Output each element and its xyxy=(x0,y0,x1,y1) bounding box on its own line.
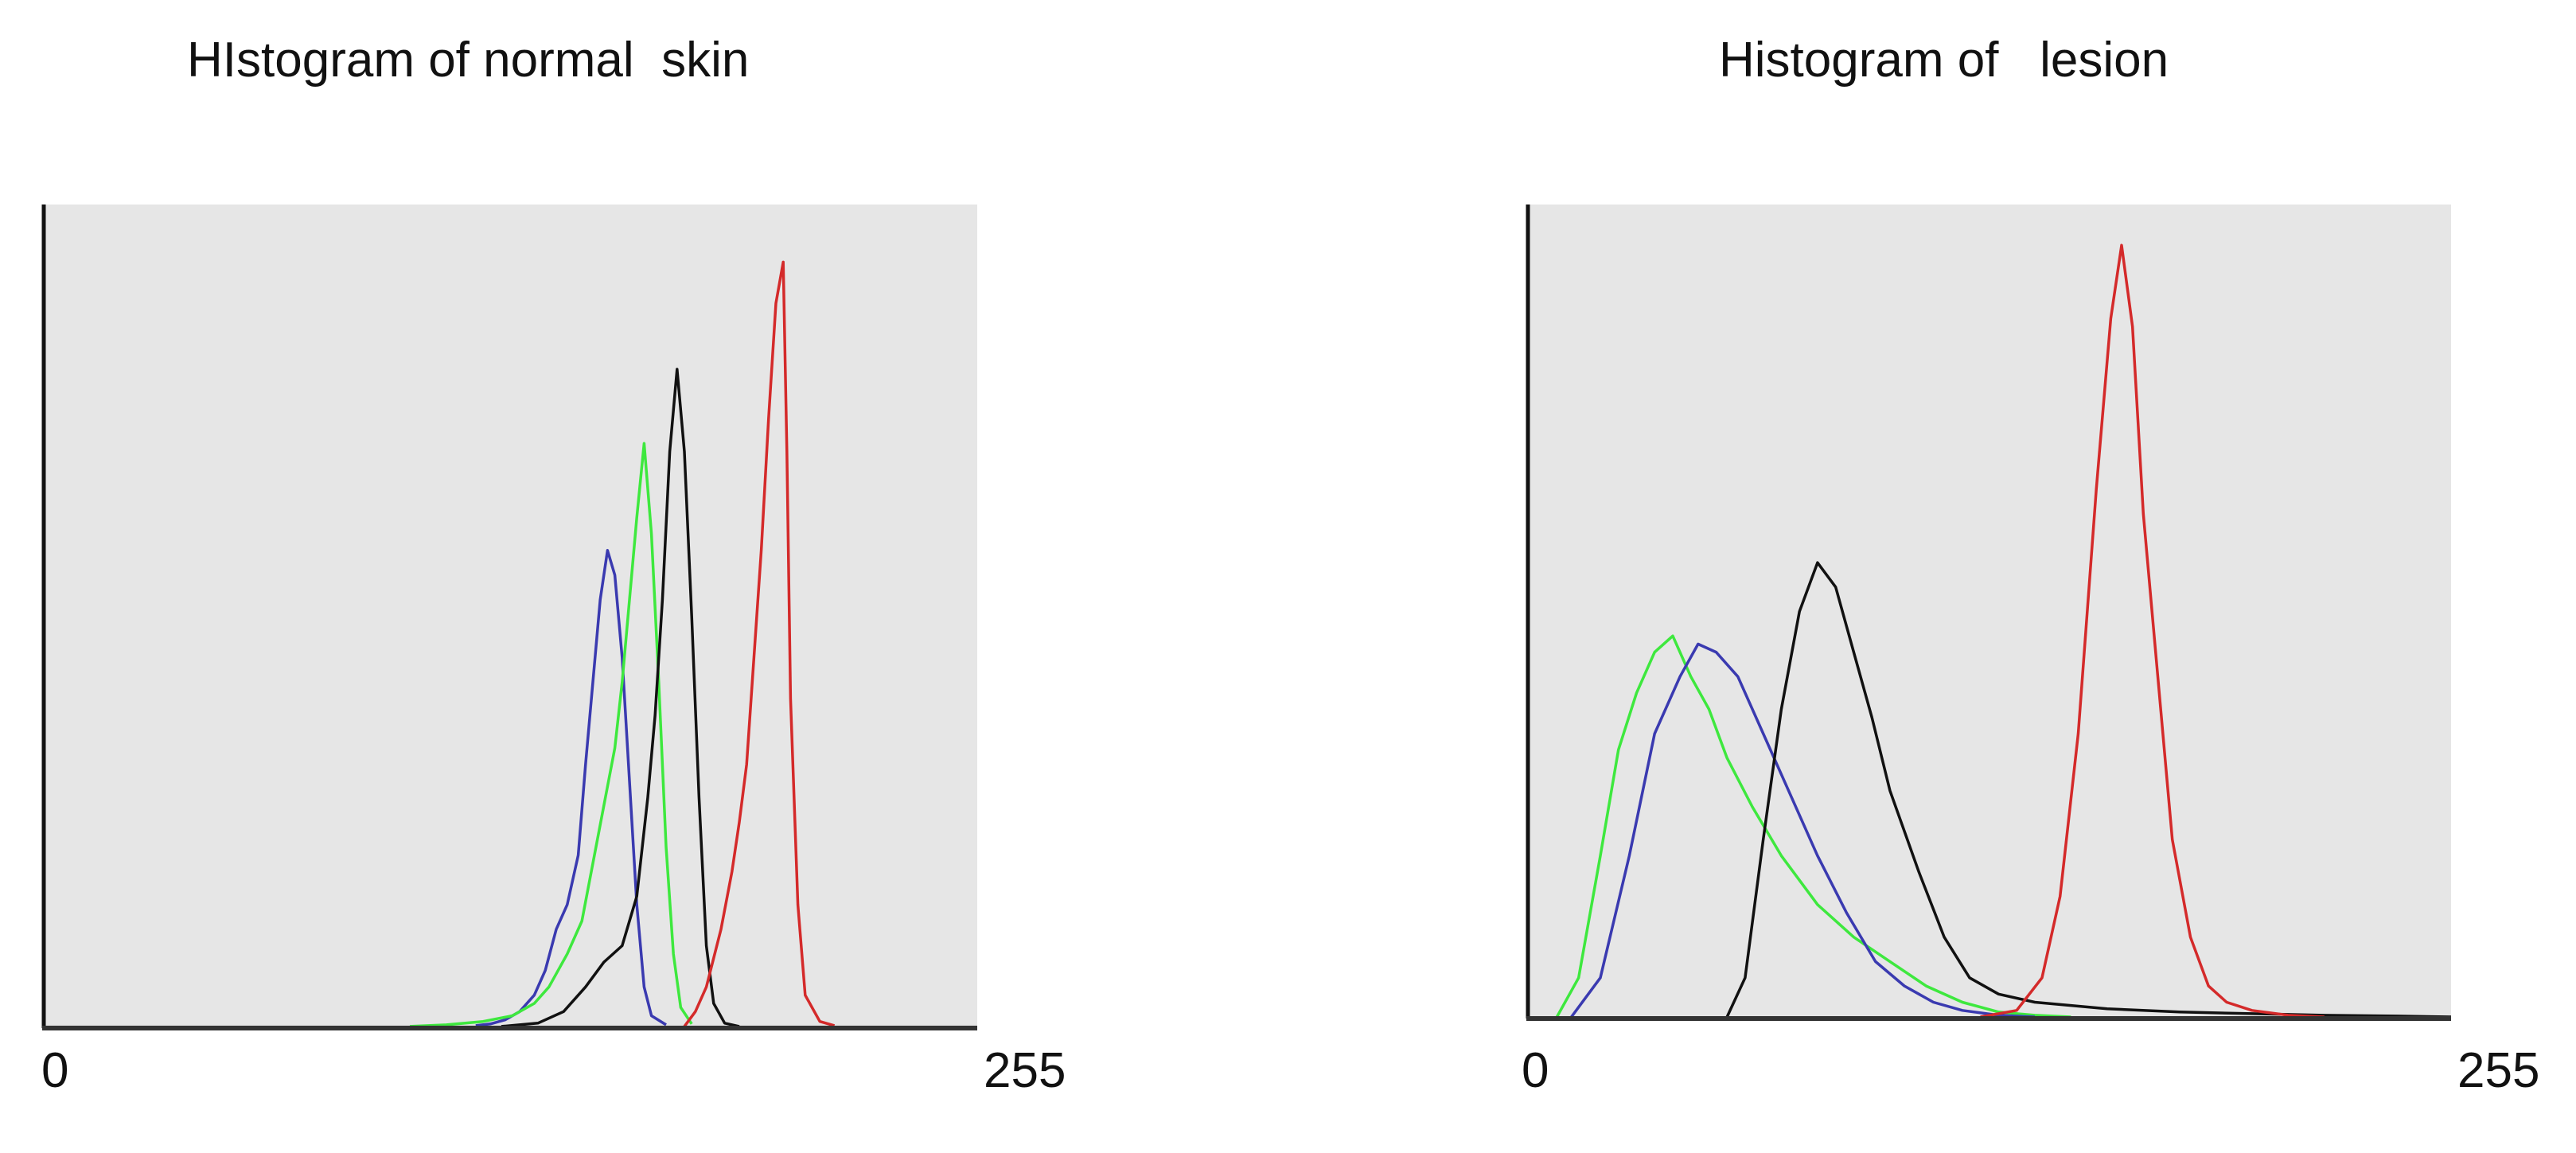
series-line-gray-channel xyxy=(1725,561,2452,1019)
x-tick-label-min: 0 xyxy=(1522,1043,1549,1098)
series-line-red-channel xyxy=(1980,243,2325,1019)
panel-title: Histogram of lesion xyxy=(1719,33,2169,88)
panel-normal-skin: HIstogram of normal skin 0 255 xyxy=(0,0,1114,1153)
x-tick-label-max: 255 xyxy=(2457,1043,2540,1098)
series-line-green-channel xyxy=(1570,642,2035,1019)
plot-background xyxy=(44,205,977,1028)
series-line-green-channel xyxy=(409,442,693,1028)
plot-background xyxy=(1528,205,2451,1019)
x-tick-label-min: 0 xyxy=(41,1043,69,1098)
x-tick-label-max: 255 xyxy=(984,1043,1066,1098)
histogram-plot-normal-skin xyxy=(41,205,977,1030)
series-line-blue-channel xyxy=(1555,634,2071,1019)
series-line-gray-channel xyxy=(501,368,740,1028)
panel-title: HIstogram of normal skin xyxy=(187,33,750,88)
series-line-red-channel xyxy=(683,260,836,1027)
